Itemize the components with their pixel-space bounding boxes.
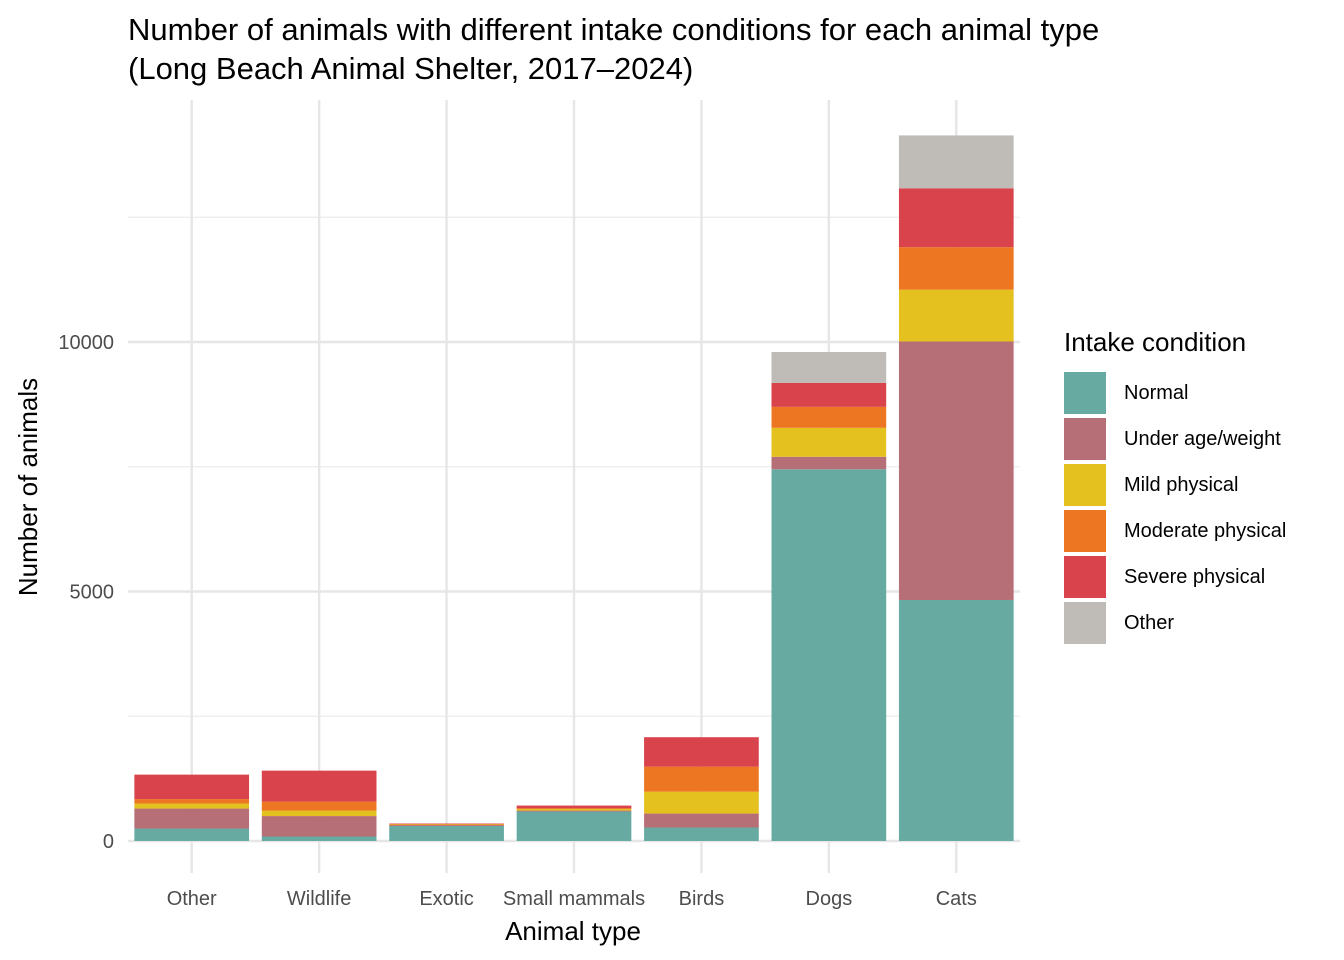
bar-segment-cats-severe-physical — [898, 188, 1014, 248]
bar-segment-other-normal — [134, 828, 250, 841]
bar-segment-small-mammals-severe-physical — [516, 805, 632, 809]
y-tick-label: 0 — [103, 831, 114, 853]
legend-label: Other — [1124, 611, 1175, 634]
bar-segment-cats-normal — [898, 599, 1014, 841]
bar-segment-birds-mild-physical — [644, 791, 759, 814]
bar-segment-dogs-moderate-physical — [771, 406, 887, 428]
bar-segment-dogs-normal — [771, 469, 887, 841]
bar-segment-dogs-other — [771, 351, 887, 383]
legend-title: Intake condition — [1064, 327, 1247, 357]
x-tick-label: Small mammals — [503, 888, 645, 910]
bar-segment-small-mammals-normal — [516, 811, 632, 841]
legend-key — [1064, 510, 1106, 552]
y-axis-title: Number of animals — [13, 378, 43, 596]
bar-segment-other-mild-physical — [134, 803, 250, 809]
legend-key — [1064, 464, 1106, 506]
chart-title-line-1: Number of animals with different intake … — [128, 12, 1100, 47]
legend-item: Other — [1064, 600, 1286, 646]
legend-key — [1064, 372, 1106, 414]
bar-segment-birds-normal — [644, 827, 759, 841]
legend-item: Severe physical — [1064, 554, 1286, 600]
bar-segment-cats-under-age-weight — [898, 341, 1014, 600]
x-axis-title: Animal type — [505, 916, 641, 946]
y-tick-label: 10000 — [58, 332, 114, 354]
bar-segment-wildlife-mild-physical — [261, 810, 377, 817]
legend-label: Mild physical — [1124, 473, 1239, 496]
bar-segment-other-moderate-physical — [134, 799, 250, 804]
legend-label: Normal — [1124, 381, 1189, 404]
legend-label: Under age/weight — [1124, 427, 1281, 450]
bar-segment-wildlife-severe-physical — [261, 770, 377, 802]
bar-segment-cats-other — [898, 135, 1014, 189]
x-tick-labels: Other Wildlife Exotic Small mammals Birds Dog… — [167, 888, 977, 910]
legend-item: Under age/weight — [1064, 416, 1286, 462]
legend-item: Mild physical — [1064, 462, 1286, 508]
legend-key — [1064, 556, 1106, 598]
legend: Intake condition Normal Under age/weight M… — [1064, 326, 1286, 646]
legend-label: Moderate physical — [1124, 519, 1287, 542]
bar-segment-birds-under-age-weight — [644, 813, 759, 828]
bar-segment-dogs-under-age-weight — [771, 456, 887, 470]
legend-label: Severe physical — [1124, 565, 1266, 588]
legend-items: Normal Under age/weight Mild physical Moder… — [1064, 370, 1286, 646]
bar-segment-cats-mild-physical — [898, 289, 1014, 342]
bar-segment-other-under-age-weight — [134, 808, 250, 829]
bar-segment-small-mammals-mild-physical — [516, 809, 632, 811]
legend-item: Normal — [1064, 370, 1286, 416]
x-tick-label: Dogs — [806, 888, 853, 910]
x-tick-label: Wildlife — [287, 888, 351, 910]
bar-segment-dogs-severe-physical — [771, 382, 887, 407]
legend-key — [1064, 418, 1106, 460]
bar-segment-wildlife-normal — [261, 836, 377, 841]
bar-segment-small-mammals-under-age-weight — [516, 810, 632, 812]
bar-segment-birds-moderate-physical — [644, 766, 759, 792]
legend-item: Moderate physical — [1064, 508, 1286, 554]
bar-segment-exotic-normal — [389, 826, 504, 841]
legend-key — [1064, 602, 1106, 644]
bar-segment-wildlife-under-age-weight — [261, 816, 377, 837]
chart-title-line-2: (Long Beach Animal Shelter, 2017–2024) — [128, 51, 694, 86]
bar-segment-wildlife-moderate-physical — [261, 801, 377, 811]
x-tick-label: Other — [167, 888, 217, 910]
bar-segment-dogs-mild-physical — [771, 427, 887, 457]
x-tick-label: Birds — [679, 888, 725, 910]
y-tick-labels: 0 5000 10000 — [58, 332, 114, 853]
bars — [134, 135, 1014, 841]
bar-segment-birds-severe-physical — [644, 737, 759, 767]
bar-segment-exotic-under-age-weight — [389, 825, 504, 827]
bar-segment-other-severe-physical — [134, 774, 250, 800]
bar-segment-cats-moderate-physical — [898, 247, 1014, 290]
chart-title: Number of animals with different intake … — [128, 10, 1099, 88]
y-tick-label: 5000 — [70, 582, 115, 604]
x-tick-label: Cats — [936, 888, 977, 910]
bar-segment-small-mammals-moderate-physical — [516, 808, 632, 810]
x-tick-label: Exotic — [419, 888, 473, 910]
